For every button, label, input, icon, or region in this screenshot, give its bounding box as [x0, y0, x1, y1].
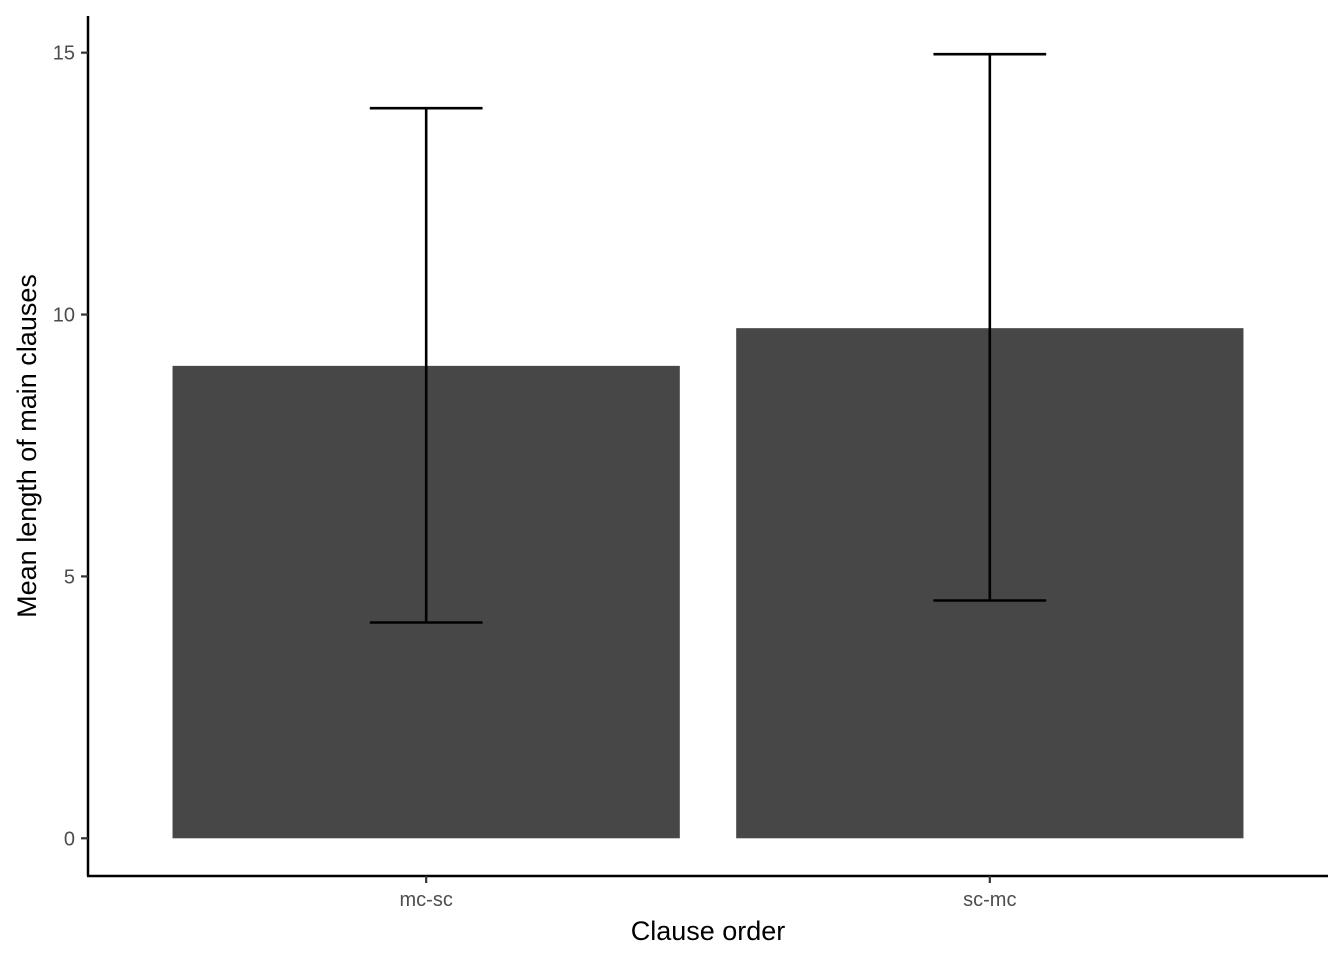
y-tick-label: 10: [53, 305, 75, 327]
x-tick-label: sc-mc: [963, 889, 1016, 911]
y-tick-label: 15: [53, 43, 75, 65]
bars-layer: [172, 328, 1244, 839]
y-axis-title: Mean length of main clauses: [12, 274, 42, 618]
error-bar-sc-mc: [933, 52, 1047, 602]
y-ticks: 0 5 10 15: [53, 43, 88, 850]
y-tick-label: 0: [64, 828, 75, 850]
x-axis-title: Clause order: [631, 916, 786, 946]
error-bar-mc-sc: [369, 106, 483, 624]
error-bars-layer: [369, 52, 1047, 624]
x-ticks: mc-sc sc-mc: [400, 876, 1016, 911]
x-tick-label: mc-sc: [400, 889, 453, 911]
y-tick-label: 5: [64, 566, 75, 588]
